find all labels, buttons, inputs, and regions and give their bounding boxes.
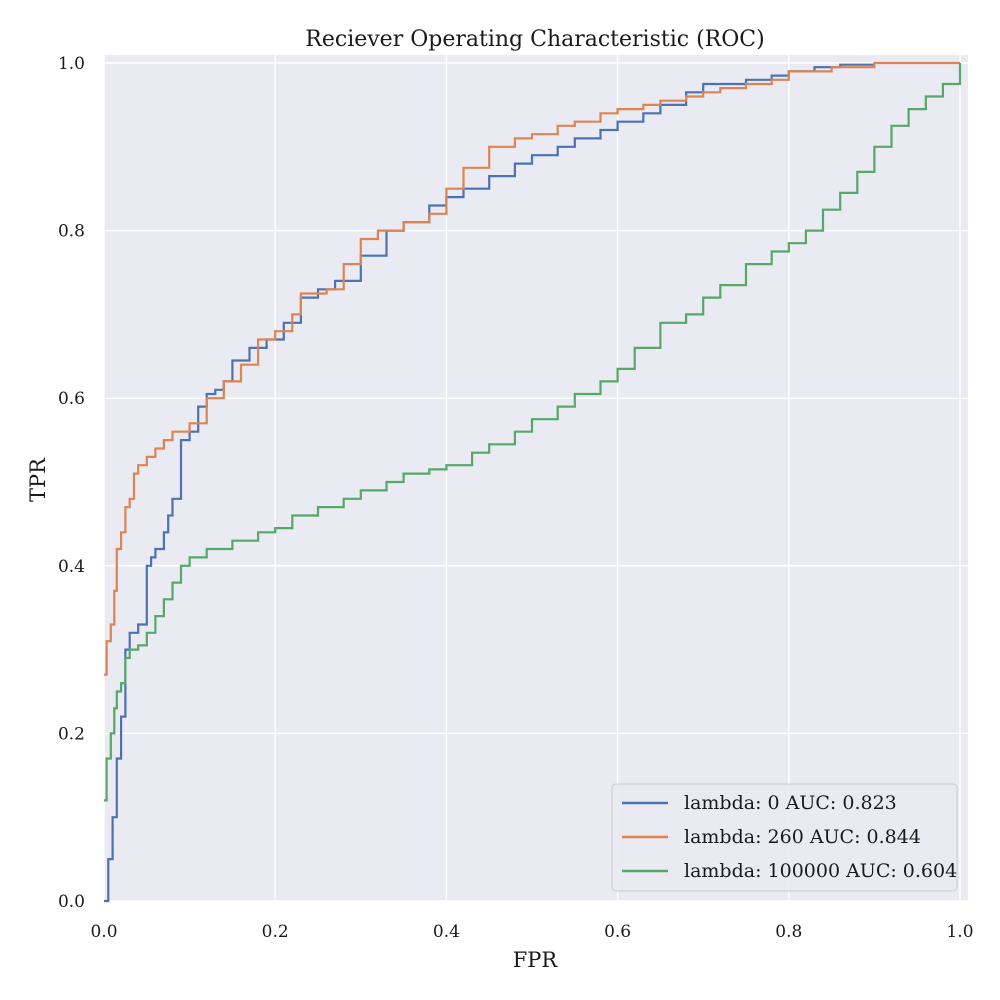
chart-title: Reciever Operating Characteristic (ROC) xyxy=(305,27,764,52)
series-line-1 xyxy=(104,61,960,676)
y-tick-label: 0.4 xyxy=(58,557,85,577)
y-tick-label: 0.2 xyxy=(58,724,85,744)
series-line-0 xyxy=(104,63,875,903)
series-lines xyxy=(104,61,962,903)
legend-label: lambda: 0 AUC: 0.823 xyxy=(684,792,897,814)
plot-area xyxy=(104,55,968,901)
x-tick-label: 0.8 xyxy=(775,922,802,942)
series-line-2 xyxy=(104,63,962,802)
legend-label: lambda: 260 AUC: 0.844 xyxy=(684,826,921,848)
x-tick-label: 0.2 xyxy=(262,922,289,942)
legend: lambda: 0 AUC: 0.823 lambda: 260 AUC: 0.8… xyxy=(611,783,958,892)
y-tick-label: 0.6 xyxy=(58,389,85,409)
x-tick-label: 0.0 xyxy=(90,922,117,942)
x-axis-label: FPR xyxy=(513,948,559,972)
y-tick-label: 1.0 xyxy=(58,54,85,74)
x-tick-label: 0.6 xyxy=(604,922,631,942)
legend-box xyxy=(611,783,958,892)
x-tick-label: 1.0 xyxy=(946,922,973,942)
y-tick-label: 0.8 xyxy=(58,222,85,242)
legend-label: lambda: 100000 AUC: 0.604 xyxy=(684,860,957,882)
x-tick-label: 0.4 xyxy=(433,922,460,942)
tick-labels: 0.0 0.2 0.4 0.6 0.8 1.0 0.0 0.2 0.4 0.6 0.8 1.0 xyxy=(58,54,974,942)
y-tick-label: 0.0 xyxy=(58,892,85,912)
y-axis-label: TPR xyxy=(26,457,50,502)
